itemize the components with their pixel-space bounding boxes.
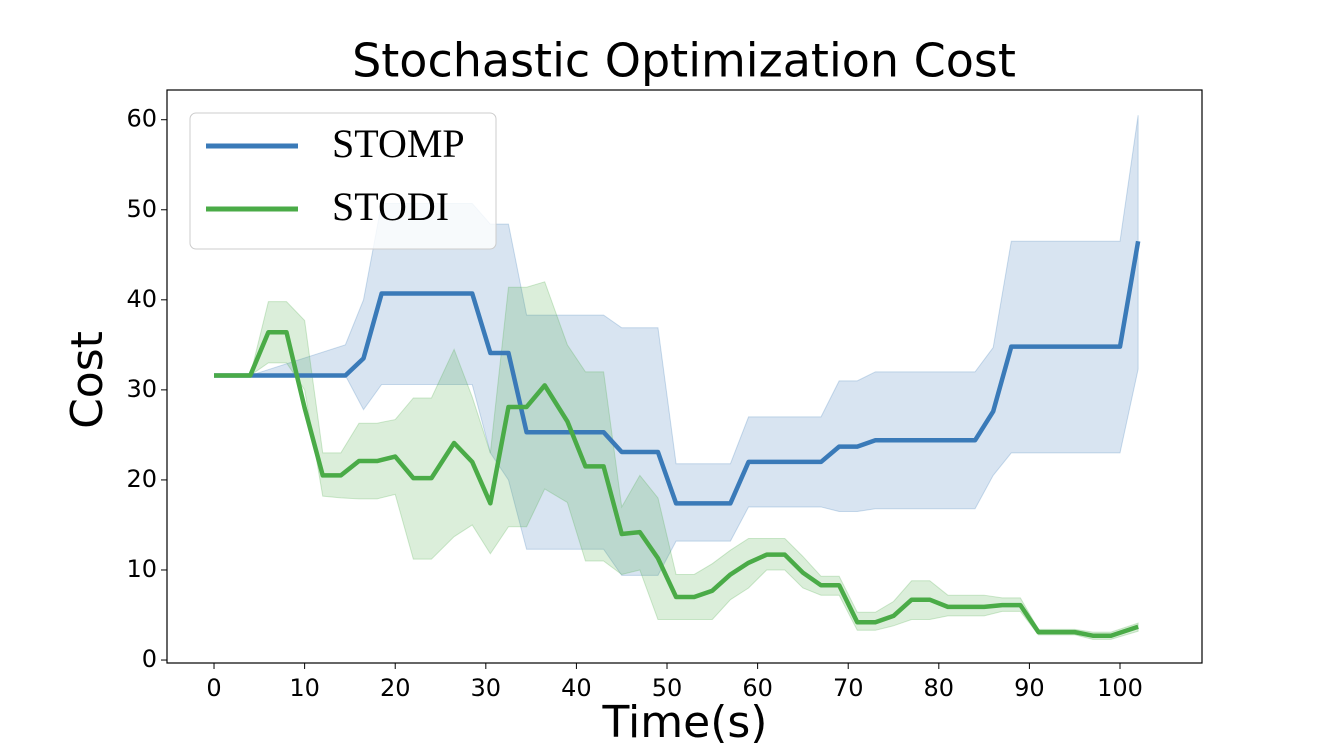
y-tick-label: 40	[126, 285, 157, 313]
y-tick-label: 50	[126, 195, 157, 223]
x-tick-label: 80	[924, 674, 955, 702]
line	[214, 240, 1141, 506]
y-tick-label: 10	[126, 555, 157, 583]
x-axis-label: Time(s)	[602, 697, 768, 747]
chart-title: Stochastic Optimization Cost	[352, 34, 1016, 88]
x-tick-label: 20	[380, 674, 411, 702]
y-tick-label: 30	[126, 375, 157, 403]
x-tick-label: 50	[652, 674, 683, 702]
line	[214, 329, 1139, 638]
legend-label: STOMP	[332, 121, 465, 166]
x-tick-label: 30	[471, 674, 502, 702]
y-tick-label: 60	[126, 105, 157, 133]
plot-frame	[166, 89, 1203, 664]
x-tick-label: 90	[1014, 674, 1045, 702]
x-tick-label: 60	[742, 674, 773, 702]
x-tick-label: 10	[289, 674, 320, 702]
y-tick-label: 20	[126, 465, 157, 493]
x-tick-label: 100	[1097, 674, 1143, 702]
x-tick-label: 0	[206, 674, 221, 702]
legend-label: STODI	[332, 184, 449, 229]
y-axis-label: Cost	[62, 331, 113, 429]
y-tick-label: 0	[142, 645, 157, 673]
x-tick-label: 40	[561, 674, 592, 702]
x-tick-label: 70	[833, 674, 864, 702]
